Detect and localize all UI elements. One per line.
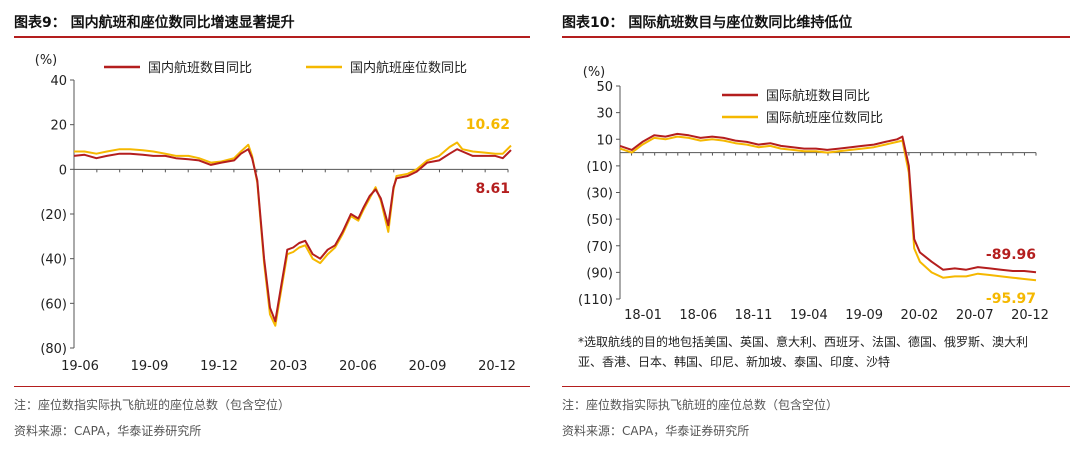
right-end-label-seats: -95.97 bbox=[986, 291, 1036, 307]
right-y-tick-label: (30) bbox=[586, 187, 613, 202]
left-end-label-flights: 8.61 bbox=[475, 181, 510, 197]
right-end-label-flights: -89.96 bbox=[986, 247, 1036, 263]
right-title-rule bbox=[562, 36, 1070, 38]
right-x-tick-label: 20-02 bbox=[901, 308, 939, 323]
right-series-line-flights bbox=[619, 132, 1037, 274]
left-y-tick-label: (40) bbox=[40, 253, 67, 268]
right-legend-label-seats: 国际航班座位数同比 bbox=[766, 110, 883, 126]
right-x-tick-label: 18-01 bbox=[624, 308, 662, 323]
right-y-tick-label: (110) bbox=[578, 293, 613, 308]
left-legend-label-seats: 国内航班座位数同比 bbox=[350, 60, 467, 76]
left-bottom-rule bbox=[14, 386, 530, 387]
right-y-tick-label: 30 bbox=[596, 107, 613, 122]
right-x-tick-label: 20-07 bbox=[956, 308, 994, 323]
right-series-line-seats bbox=[619, 135, 1037, 282]
left-y-tick-label: (60) bbox=[40, 297, 67, 312]
left-chart-panel: 图表9： 国内航班和座位数同比增速显著提升 (%) 40 20 0 (20) (40) (6… bbox=[14, 15, 530, 438]
right-y-tick-label: (50) bbox=[586, 213, 613, 228]
right-bottom-rule bbox=[562, 386, 1070, 387]
right-legend-label-flights: 国际航班数目同比 bbox=[766, 88, 870, 104]
right-y-tick-label: 50 bbox=[596, 80, 613, 95]
left-y-tick-label: 20 bbox=[50, 119, 67, 134]
right-y-tick-label: (70) bbox=[586, 240, 613, 255]
left-unit-label: (%) bbox=[35, 53, 58, 68]
right-unit-label: (%) bbox=[583, 65, 606, 80]
left-y-tick-label: (20) bbox=[40, 208, 67, 223]
left-x-tick-label: 19-06 bbox=[61, 359, 99, 374]
left-series-line-seats bbox=[74, 141, 512, 327]
left-x-tick-label: 20-06 bbox=[339, 359, 377, 374]
left-title-rule bbox=[14, 36, 530, 38]
left-series-line-flights bbox=[73, 148, 512, 323]
right-x-tick-label: 20-12 bbox=[1011, 308, 1049, 323]
left-x-tick-label: 20-03 bbox=[270, 359, 308, 374]
right-x-tick-label: 19-09 bbox=[845, 308, 883, 323]
left-y-tick-label: 0 bbox=[59, 163, 67, 178]
right-note: 注：座位数指实际执飞航班的座位总数（包含空位） bbox=[562, 398, 839, 412]
left-note: 注：座位数指实际执飞航班的座位总数（包含空位） bbox=[14, 398, 291, 412]
left-x-tick-label: 19-09 bbox=[131, 359, 169, 374]
left-y-tick-label: 40 bbox=[50, 74, 67, 89]
right-y-tick-label: (90) bbox=[586, 266, 613, 281]
left-chart-title: 图表9： 国内航班和座位数同比增速显著提升 bbox=[14, 15, 295, 31]
left-legend-label-flights: 国内航班数目同比 bbox=[148, 60, 252, 76]
right-footnote: *选取航线的目的地包括美国、英国、意大利、西班牙、法国、德国、俄罗斯、澳大利亚、… bbox=[578, 335, 1029, 369]
right-chart-title: 图表10： 国际航班数目与座位数同比维持低位 bbox=[562, 15, 853, 31]
left-x-tick-label: 20-12 bbox=[478, 359, 516, 374]
left-line-chart: (%) 40 20 0 (20) (40) (60) (80) 19-06 19-09 19-12 2… bbox=[35, 53, 516, 374]
left-x-tick-label: 19-12 bbox=[200, 359, 238, 374]
right-line-chart: (%)50 30 10 (10) (30) (50) (70) (90) (110) 18-01 1… bbox=[578, 65, 1049, 323]
right-source: 资料来源：CAPA，华泰证券研究所 bbox=[562, 424, 750, 438]
left-y-tick-label: (80) bbox=[40, 342, 67, 357]
right-x-tick-label: 19-04 bbox=[790, 308, 828, 323]
right-y-tick-label: (10) bbox=[586, 160, 613, 175]
right-x-tick-label: 18-06 bbox=[679, 308, 717, 323]
left-end-label-seats: 10.62 bbox=[466, 117, 510, 133]
left-source: 资料来源：CAPA，华泰证券研究所 bbox=[14, 424, 202, 438]
right-y-tick-label: 10 bbox=[596, 133, 613, 148]
right-chart-panel: 图表10： 国际航班数目与座位数同比维持低位 (%) 50 30 10 (10) (30)… bbox=[548, 0, 1080, 451]
right-x-tick-label: 18-11 bbox=[735, 308, 773, 323]
left-x-tick-label: 20-09 bbox=[409, 359, 447, 374]
